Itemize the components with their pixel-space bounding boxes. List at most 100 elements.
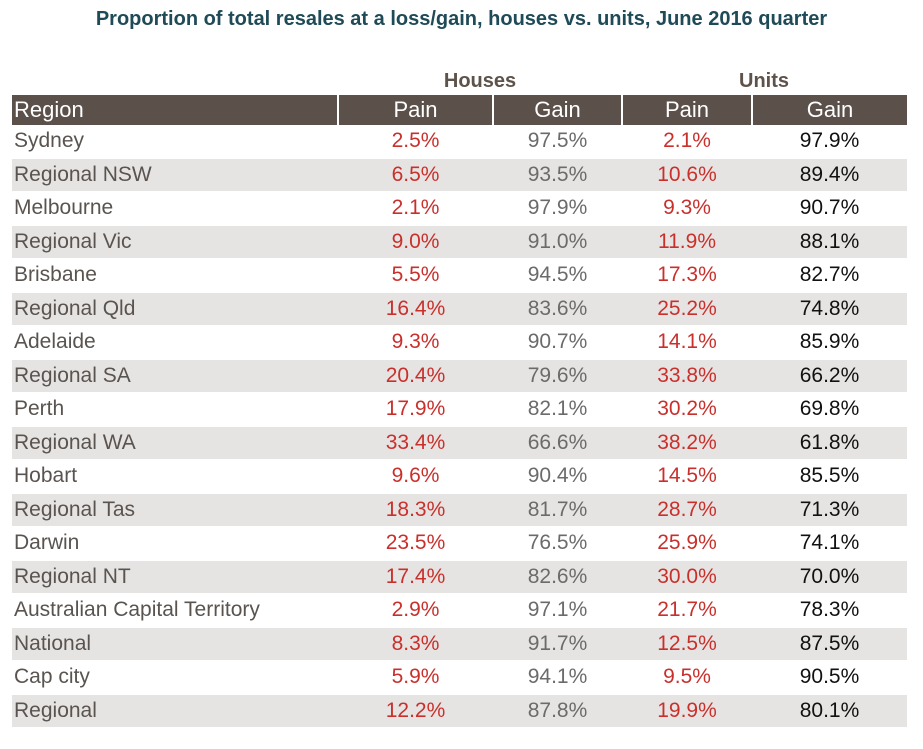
houses-pain-cell: 2.1%: [338, 191, 493, 226]
houses-pain-cell: 2.5%: [338, 125, 493, 159]
units-pain-cell: 30.2%: [622, 392, 752, 427]
column-header-units-gain: Gain: [752, 95, 907, 125]
houses-gain-cell: 66.6%: [493, 426, 622, 460]
region-cell: Perth: [12, 392, 338, 427]
region-cell: Hobart: [12, 459, 338, 494]
units-gain-cell: 88.1%: [752, 225, 907, 259]
units-pain-cell: 25.2%: [622, 292, 752, 326]
houses-gain-cell: 97.5%: [493, 125, 622, 159]
table-row: Cap city 5.9% 94.1% 9.5% 90.5%: [12, 660, 907, 695]
units-gain-cell: 74.8%: [752, 292, 907, 326]
houses-gain-cell: 94.1%: [493, 660, 622, 695]
units-pain-cell: 21.7%: [622, 593, 752, 628]
column-header-houses-gain: Gain: [493, 95, 623, 125]
houses-pain-cell: 6.5%: [338, 158, 493, 192]
units-gain-cell: 82.7%: [752, 258, 907, 293]
chart-title: Proportion of total resales at a loss/ga…: [95, 8, 828, 30]
table-row: Darwin 23.5% 76.5% 25.9% 74.1%: [12, 526, 907, 561]
region-cell: Regional: [12, 694, 338, 728]
region-cell: Adelaide: [12, 325, 338, 360]
units-pain-cell: 33.8%: [622, 359, 752, 393]
units-pain-cell: 25.9%: [622, 526, 752, 561]
houses-gain-cell: 76.5%: [493, 526, 622, 561]
units-pain-cell: 2.1%: [622, 125, 752, 159]
region-cell: Brisbane: [12, 258, 338, 293]
units-gain-cell: 85.9%: [752, 325, 907, 360]
units-gain-cell: 71.3%: [752, 493, 907, 527]
table-row: Brisbane 5.5% 94.5% 17.3% 82.7%: [12, 258, 907, 293]
table-row: National 8.3% 91.7% 12.5% 87.5%: [12, 627, 907, 661]
houses-gain-cell: 90.7%: [493, 325, 622, 360]
houses-gain-cell: 97.1%: [493, 593, 622, 628]
column-header-houses-pain: Pain: [338, 95, 494, 125]
houses-pain-cell: 12.2%: [338, 694, 493, 728]
units-gain-cell: 89.4%: [752, 158, 907, 192]
houses-pain-cell: 5.5%: [338, 258, 493, 293]
table-row: Regional Vic 9.0% 91.0% 11.9% 88.1%: [12, 225, 907, 259]
houses-pain-cell: 8.3%: [338, 627, 493, 661]
region-cell: Regional Vic: [12, 225, 338, 259]
region-cell: Regional NT: [12, 560, 338, 594]
units-gain-cell: 70.0%: [752, 560, 907, 594]
units-gain-cell: 90.5%: [752, 660, 907, 695]
region-cell: Regional SA: [12, 359, 338, 393]
region-cell: Cap city: [12, 660, 338, 695]
units-pain-cell: 38.2%: [622, 426, 752, 460]
units-pain-cell: 17.3%: [622, 258, 752, 293]
region-cell: Melbourne: [12, 191, 338, 226]
units-gain-cell: 85.5%: [752, 459, 907, 494]
table-row: Hobart 9.6% 90.4% 14.5% 85.5%: [12, 459, 907, 494]
group-header-units: Units: [739, 70, 789, 92]
units-pain-cell: 14.5%: [622, 459, 752, 494]
units-gain-cell: 87.5%: [752, 627, 907, 661]
units-gain-cell: 90.7%: [752, 191, 907, 226]
resales-table: Region Pain Gain Pain Gain Sydney 2.5% 97.…: [12, 95, 907, 728]
region-cell: Australian Capital Territory: [12, 593, 338, 628]
units-gain-cell: 74.1%: [752, 526, 907, 561]
region-cell: Sydney: [12, 125, 338, 159]
houses-gain-cell: 91.7%: [493, 627, 622, 661]
table-row: Regional SA 20.4% 79.6% 33.8% 66.2%: [12, 359, 907, 393]
units-pain-cell: 14.1%: [622, 325, 752, 360]
units-gain-cell: 61.8%: [752, 426, 907, 460]
table-row: Regional NSW 6.5% 93.5% 10.6% 89.4%: [12, 158, 907, 192]
houses-gain-cell: 79.6%: [493, 359, 622, 393]
group-header-houses: Houses: [443, 70, 517, 92]
region-cell: National: [12, 627, 338, 661]
units-pain-cell: 12.5%: [622, 627, 752, 661]
header-row: Region Pain Gain Pain Gain: [12, 95, 907, 125]
houses-gain-cell: 90.4%: [493, 459, 622, 494]
table-row: Regional Qld 16.4% 83.6% 25.2% 74.8%: [12, 292, 907, 326]
table-row: Regional 12.2% 87.8% 19.9% 80.1%: [12, 694, 907, 728]
units-pain-cell: 10.6%: [622, 158, 752, 192]
houses-pain-cell: 23.5%: [338, 526, 493, 561]
table-row: Regional NT 17.4% 82.6% 30.0% 70.0%: [12, 560, 907, 594]
units-pain-cell: 19.9%: [622, 694, 752, 728]
table-row: Melbourne 2.1% 97.9% 9.3% 90.7%: [12, 191, 907, 226]
houses-pain-cell: 2.9%: [338, 593, 493, 628]
units-gain-cell: 69.8%: [752, 392, 907, 427]
houses-gain-cell: 82.6%: [493, 560, 622, 594]
houses-pain-cell: 16.4%: [338, 292, 493, 326]
table-body: Sydney 2.5% 97.5% 2.1% 97.9% Regional NSW 6.5%…: [12, 125, 907, 728]
units-pain-cell: 9.3%: [622, 191, 752, 226]
houses-gain-cell: 91.0%: [493, 225, 622, 259]
houses-pain-cell: 5.9%: [338, 660, 493, 695]
units-pain-cell: 28.7%: [622, 493, 752, 527]
region-cell: Regional WA: [12, 426, 338, 460]
units-gain-cell: 78.3%: [752, 593, 907, 628]
houses-pain-cell: 17.4%: [338, 560, 493, 594]
column-header-region: Region: [12, 95, 339, 125]
houses-pain-cell: 9.3%: [338, 325, 493, 360]
houses-pain-cell: 18.3%: [338, 493, 493, 527]
region-cell: Regional Qld: [12, 292, 338, 326]
units-pain-cell: 9.5%: [622, 660, 752, 695]
units-gain-cell: 80.1%: [752, 694, 907, 728]
houses-gain-cell: 81.7%: [493, 493, 622, 527]
table-row: Sydney 2.5% 97.5% 2.1% 97.9%: [12, 125, 907, 159]
houses-pain-cell: 17.9%: [338, 392, 493, 427]
houses-gain-cell: 83.6%: [493, 292, 622, 326]
houses-gain-cell: 93.5%: [493, 158, 622, 192]
region-cell: Regional Tas: [12, 493, 338, 527]
units-pain-cell: 30.0%: [622, 560, 752, 594]
